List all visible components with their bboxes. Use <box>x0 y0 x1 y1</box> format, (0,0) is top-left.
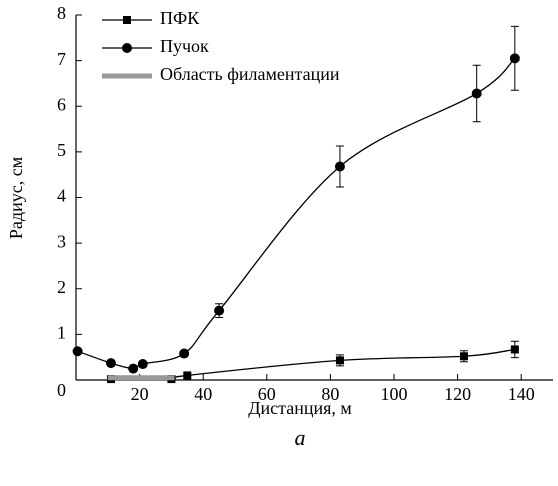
marker <box>471 88 482 99</box>
legend-marker <box>123 16 131 24</box>
marker <box>183 371 192 380</box>
x-tick-label: 80 <box>321 384 339 404</box>
series-line <box>77 57 516 370</box>
x-tick-label: 140 <box>508 384 535 404</box>
x-tick-label: 120 <box>444 384 471 404</box>
marker <box>509 53 520 64</box>
y-tick-label: 6 <box>57 94 66 114</box>
y-tick-label: 4 <box>57 186 66 206</box>
series-line <box>110 348 515 381</box>
y-axis-label: Радиус, см <box>6 157 26 239</box>
x-tick-label: 60 <box>258 384 276 404</box>
y-tick-label: 7 <box>57 49 66 69</box>
marker <box>510 345 519 354</box>
marker <box>459 352 468 361</box>
legend-label: ПФК <box>160 8 200 28</box>
legend-marker <box>122 43 132 53</box>
marker <box>72 346 83 357</box>
caption: а <box>295 425 306 450</box>
legend-label: Пучок <box>160 36 209 56</box>
y-tick-label: 1 <box>57 323 66 343</box>
y-tick-label: 8 <box>57 3 66 23</box>
marker <box>334 161 345 172</box>
y-tick-label: 5 <box>57 140 66 160</box>
y-tick-label: 3 <box>57 231 66 251</box>
marker <box>179 348 190 359</box>
y-tick-label: 2 <box>57 277 66 297</box>
legend-label: Область филаментации <box>160 64 340 84</box>
x-axis-label: Дистанция, м <box>248 398 352 418</box>
x-tick-label: 100 <box>381 384 408 404</box>
marker <box>105 358 116 369</box>
y-tick-label: 0 <box>57 380 66 400</box>
marker <box>128 363 139 374</box>
x-tick-label: 20 <box>131 384 149 404</box>
x-tick-label: 40 <box>194 384 212 404</box>
marker <box>335 356 344 365</box>
marker <box>137 359 148 370</box>
marker <box>214 305 225 316</box>
